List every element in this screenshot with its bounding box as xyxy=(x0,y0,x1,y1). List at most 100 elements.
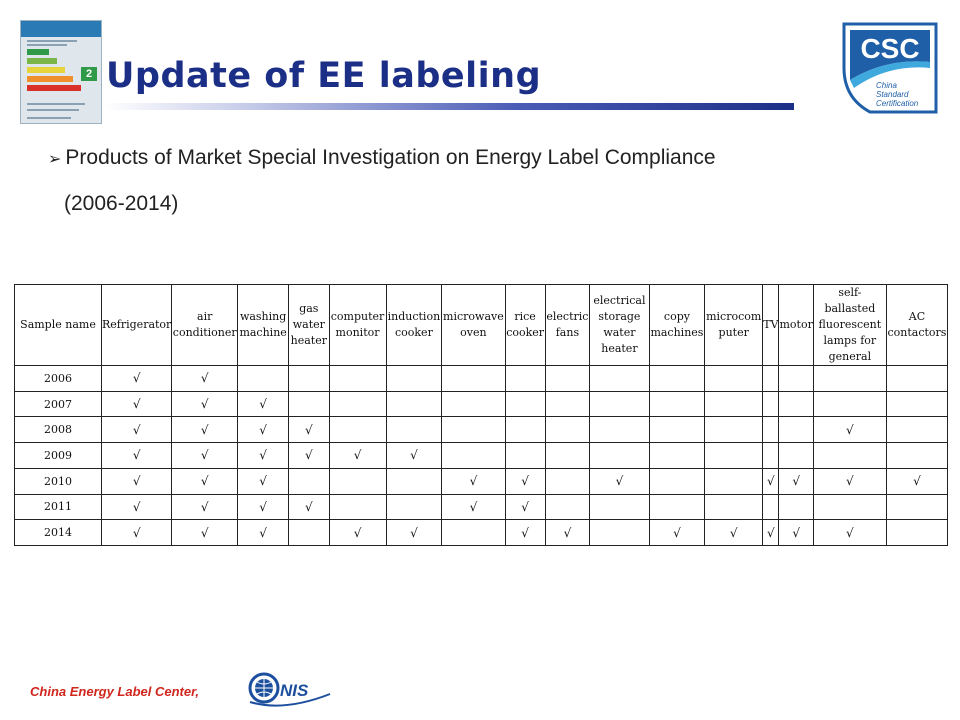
grade-bar-1 xyxy=(27,49,49,55)
empty-cell xyxy=(328,493,387,521)
csc-logo: CSC China Standard Certification xyxy=(842,22,938,114)
empty-cell xyxy=(288,519,330,546)
table-body: 2006 √ √ 2007 √ √ √ 2008 √ √ √ √ √ 2009 √ √ √ √ √ √ 2010 √ √ √ √… xyxy=(14,365,949,546)
empty-cell xyxy=(762,416,780,444)
empty-cell xyxy=(441,390,506,418)
check-mark-icon: √ xyxy=(410,448,418,463)
empty-cell xyxy=(778,442,814,469)
column-header: AC contactors xyxy=(885,284,949,366)
check-mark-icon: √ xyxy=(200,397,209,412)
empty-cell xyxy=(778,416,814,444)
check-mark-icon: √ xyxy=(259,474,267,489)
check-cell: √ xyxy=(704,519,764,546)
column-header: rice cooker xyxy=(504,284,546,366)
empty-cell xyxy=(328,416,387,444)
empty-cell xyxy=(504,416,546,444)
empty-cell xyxy=(812,493,887,521)
empty-cell xyxy=(328,467,387,495)
slide-title: Update of EE labeling xyxy=(106,56,542,96)
empty-cell xyxy=(778,493,814,521)
empty-cell xyxy=(441,442,506,469)
check-mark-icon: √ xyxy=(521,474,529,489)
check-mark-icon: √ xyxy=(846,525,854,540)
energy-grade-number: 2 xyxy=(81,67,97,81)
empty-cell xyxy=(385,416,443,444)
table-row: 2010 √ √ √ √ √ √ √ √ √ √ xyxy=(14,467,949,495)
bullet-text: Products of Market Special Investigation… xyxy=(65,146,716,169)
empty-cell xyxy=(812,365,887,392)
year-cell: 2009 xyxy=(14,442,102,469)
column-header: microcom puter xyxy=(704,284,764,366)
check-cell: √ xyxy=(100,519,173,546)
year-cell: 2010 xyxy=(14,467,102,495)
check-cell: √ xyxy=(778,467,814,495)
check-cell: √ xyxy=(237,519,290,546)
check-mark-icon: √ xyxy=(913,474,921,489)
check-mark-icon: √ xyxy=(410,525,418,540)
grade-bar-3 xyxy=(27,67,65,73)
check-mark-icon: √ xyxy=(132,525,141,540)
column-header: self-ballasted fluorescent lamps for gen… xyxy=(812,284,887,366)
check-cell: √ xyxy=(544,519,591,546)
footer-text: China Energy Label Center, xyxy=(30,684,200,699)
csc-logo-line1: China xyxy=(876,81,897,90)
check-mark-icon: √ xyxy=(304,448,313,463)
empty-cell xyxy=(648,390,706,418)
check-cell: √ xyxy=(171,442,239,469)
column-header: electric fans xyxy=(544,284,591,366)
empty-cell xyxy=(589,519,650,546)
check-mark-icon: √ xyxy=(563,525,572,540)
empty-cell xyxy=(328,390,387,418)
empty-cell xyxy=(504,442,546,469)
check-cell: √ xyxy=(100,467,173,495)
column-header: TV xyxy=(762,284,780,366)
csc-logo-line2: Standard xyxy=(876,90,909,99)
column-header: electrical storage water heater xyxy=(589,284,650,366)
check-mark-icon: √ xyxy=(846,474,854,489)
check-cell: √ xyxy=(589,467,650,495)
empty-cell xyxy=(885,493,949,521)
check-mark-icon: √ xyxy=(521,499,529,514)
column-header: copy machines xyxy=(648,284,706,366)
empty-cell xyxy=(885,365,949,392)
column-header: Refrigerator xyxy=(100,284,173,366)
empty-cell xyxy=(885,416,949,444)
column-header: induction cooker xyxy=(385,284,443,366)
empty-cell xyxy=(288,365,330,392)
empty-cell xyxy=(328,365,387,392)
check-cell: √ xyxy=(100,442,173,469)
check-mark-icon: √ xyxy=(304,422,313,437)
energy-label-text-line xyxy=(27,40,77,42)
empty-cell xyxy=(812,390,887,418)
empty-cell xyxy=(778,390,814,418)
check-cell: √ xyxy=(171,365,239,392)
check-cell: √ xyxy=(237,442,290,469)
cnis-logo: NIS xyxy=(248,672,331,707)
check-cell: √ xyxy=(648,519,706,546)
check-cell: √ xyxy=(171,519,239,546)
check-cell: √ xyxy=(288,442,330,469)
check-mark-icon: √ xyxy=(259,448,267,463)
column-header: computer monitor xyxy=(328,284,387,366)
check-cell: √ xyxy=(288,416,330,444)
year-cell: 2006 xyxy=(14,365,102,392)
energy-label-text-line xyxy=(27,109,79,111)
investigation-table: Sample name Refrigerator air conditioner wa… xyxy=(14,284,949,546)
grade-bar-5 xyxy=(27,85,81,91)
empty-cell xyxy=(762,365,780,392)
empty-cell xyxy=(237,365,290,392)
energy-label-text-line xyxy=(27,44,67,46)
empty-cell xyxy=(544,416,591,444)
check-mark-icon: √ xyxy=(353,448,362,463)
empty-cell xyxy=(385,365,443,392)
empty-cell xyxy=(648,467,706,495)
empty-cell xyxy=(812,442,887,469)
check-mark-icon: √ xyxy=(353,525,362,540)
check-mark-icon: √ xyxy=(200,474,209,489)
empty-cell xyxy=(589,365,650,392)
empty-cell xyxy=(885,442,949,469)
table-row: 2009 √ √ √ √ √ √ xyxy=(14,442,949,469)
check-cell: √ xyxy=(812,467,887,495)
title-underline xyxy=(104,103,794,110)
energy-label-text-line xyxy=(27,117,71,119)
